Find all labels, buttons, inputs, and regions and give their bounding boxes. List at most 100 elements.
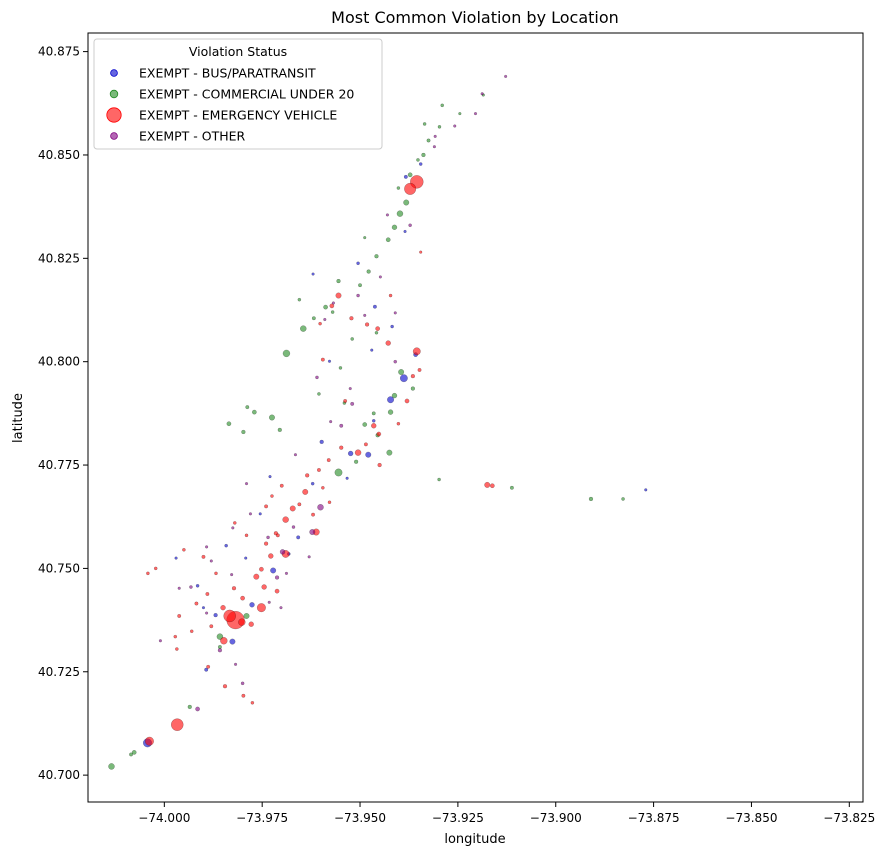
point-series-3	[217, 648, 223, 653]
point-series-1	[297, 297, 302, 302]
point-series-0	[319, 439, 324, 445]
point-series-1	[391, 224, 398, 231]
point-series-3	[233, 662, 238, 666]
point-series-1	[588, 496, 594, 502]
point-series-1	[403, 199, 410, 206]
point-series-3	[331, 301, 336, 305]
point-series-2	[289, 505, 296, 512]
point-series-3	[356, 293, 360, 298]
point-series-1	[366, 269, 371, 274]
point-series-2	[250, 700, 255, 705]
point-series-2	[222, 684, 228, 689]
point-series-2	[248, 621, 254, 627]
point-series-3	[209, 559, 213, 563]
y-tick-label: 40.725	[38, 665, 80, 679]
points-layer	[108, 74, 648, 770]
point-series-2	[343, 398, 348, 403]
point-series-3	[274, 575, 280, 580]
point-series-2	[335, 292, 342, 299]
point-series-0	[213, 612, 218, 618]
x-tick-label: −74.000	[138, 811, 190, 825]
point-series-2	[146, 571, 150, 576]
point-series-1	[421, 152, 426, 158]
x-axis: −74.000 −73.975 −73.950 −73.925 −73.900 −73.8…	[138, 802, 875, 825]
point-series-3	[205, 611, 209, 615]
point-series-1	[338, 366, 343, 370]
point-series-2	[232, 521, 237, 525]
point-series-0	[644, 488, 648, 492]
y-tick-label: 40.750	[38, 561, 80, 575]
point-series-1	[374, 330, 379, 335]
point-series-1	[334, 468, 343, 477]
point-series-2	[170, 718, 184, 731]
point-series-3	[230, 573, 234, 577]
point-series-0	[372, 304, 377, 309]
x-tick-label: −73.950	[334, 811, 386, 825]
point-series-1	[621, 497, 625, 501]
point-series-2	[364, 322, 370, 327]
point-series-2	[261, 584, 267, 590]
point-series-1	[336, 278, 341, 284]
point-series-3	[378, 275, 382, 279]
point-series-3	[317, 503, 324, 511]
point-series-0	[356, 261, 360, 266]
point-series-1	[358, 283, 363, 288]
x-tick-label: −73.875	[628, 811, 680, 825]
legend-label: EXEMPT - EMERGENCY VEHICLE	[139, 108, 337, 123]
y-tick-label: 40.700	[38, 768, 80, 782]
point-series-1	[437, 477, 441, 482]
legend-marker	[106, 107, 122, 123]
point-series-2	[376, 431, 382, 437]
point-series-2	[320, 357, 325, 362]
point-series-1	[363, 236, 367, 240]
point-series-2	[253, 573, 260, 580]
point-series-3	[158, 639, 163, 643]
point-series-2	[371, 423, 377, 429]
x-tick-label: −73.850	[725, 811, 777, 825]
point-series-1	[226, 421, 232, 427]
point-series-1	[187, 704, 192, 710]
x-tick-label: −73.925	[432, 811, 484, 825]
point-series-1	[353, 459, 359, 464]
point-series-2	[417, 367, 422, 372]
point-series-2	[377, 462, 382, 468]
point-series-1	[386, 449, 393, 456]
point-series-1	[396, 186, 401, 190]
point-series-3	[195, 706, 200, 712]
point-series-3	[323, 317, 327, 322]
point-series-1	[385, 237, 391, 243]
point-series-0	[370, 348, 374, 352]
y-tick-label: 40.850	[38, 148, 80, 162]
point-series-0	[224, 543, 228, 548]
y-axis: 40.700 40.725 40.750 40.775 40.800 40.825 40.8…	[38, 45, 88, 782]
point-series-2	[327, 500, 332, 505]
point-series-3	[315, 375, 319, 380]
point-series-3	[433, 134, 437, 138]
point-series-2	[270, 494, 274, 498]
legend-label: EXEMPT - BUS/PARATRANSIT	[139, 66, 316, 81]
point-series-2	[404, 398, 410, 404]
point-series-2	[275, 533, 280, 538]
point-series-3	[240, 681, 245, 686]
point-series-2	[259, 566, 264, 572]
point-series-2	[153, 566, 158, 571]
point-series-1	[300, 325, 307, 332]
legend-title: Violation Status	[189, 44, 287, 59]
point-series-1	[437, 125, 442, 129]
point-series-2	[194, 601, 199, 606]
point-series-2	[205, 592, 210, 597]
point-series-3	[293, 453, 298, 457]
point-series-2	[339, 445, 344, 450]
legend-label: EXEMPT - COMMERCIAL UNDER 20	[139, 87, 354, 102]
point-series-1	[282, 349, 291, 358]
point-series-2	[206, 664, 211, 669]
point-series-3	[279, 606, 283, 610]
point-series-1	[251, 409, 257, 415]
point-series-2	[244, 533, 249, 538]
point-series-2	[388, 293, 393, 298]
point-series-2	[256, 603, 266, 613]
point-series-3	[244, 482, 249, 486]
point-series-0	[347, 450, 354, 457]
point-series-2	[268, 553, 274, 559]
point-series-2	[412, 347, 421, 356]
